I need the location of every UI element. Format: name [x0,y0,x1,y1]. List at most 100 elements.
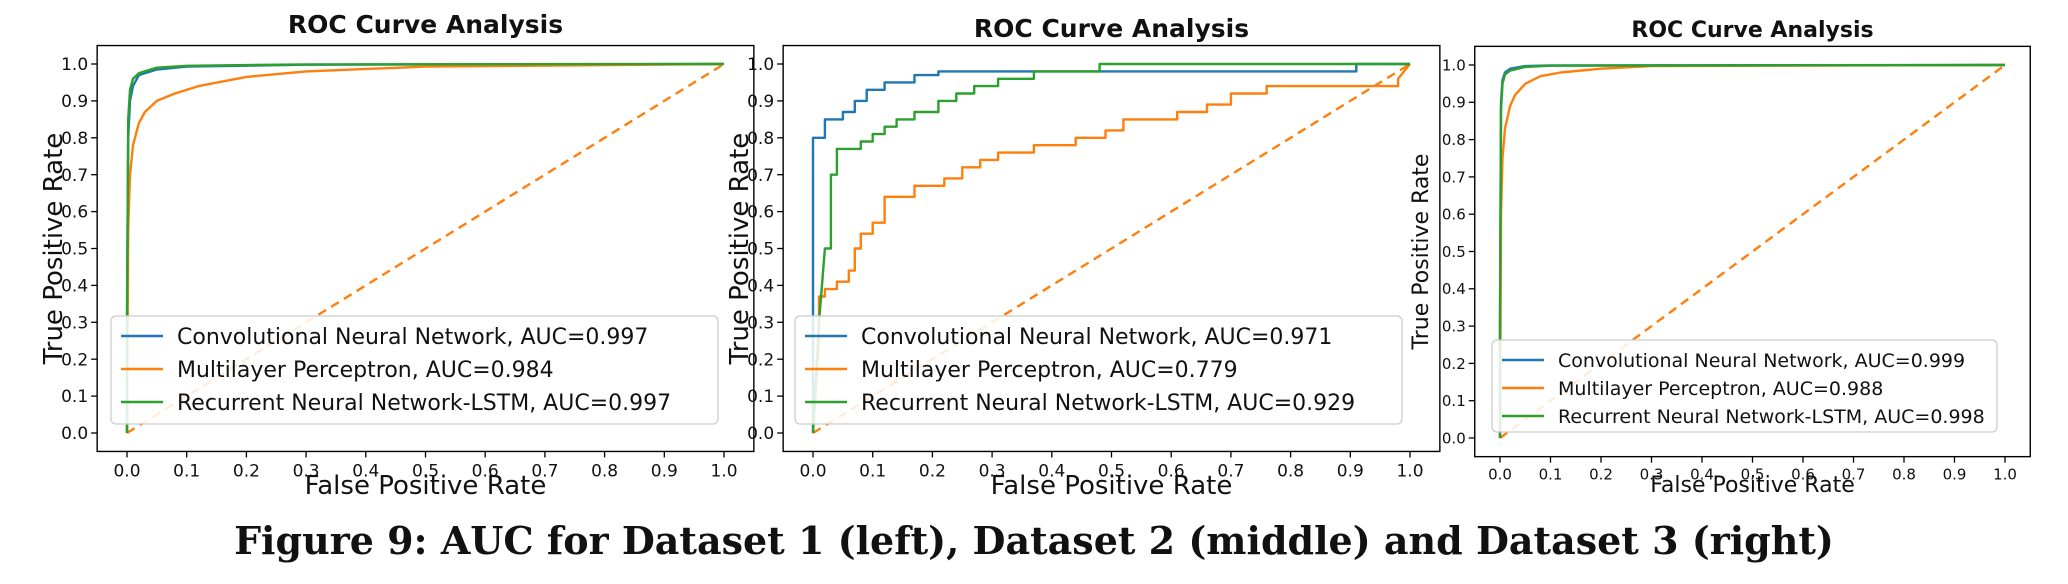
y-tick-label: 0.8 [1442,131,1466,149]
y-tick-label: 0.3 [1442,318,1466,336]
legend-box [794,315,1403,425]
legend-label: Multilayer Perceptron, AUC=0.779 [861,358,1238,383]
roc-series-line [1498,63,2006,438]
x-tick-label: 0.6 [1791,466,1815,484]
legend-label: Convolutional Neural Network, AUC=0.999 [1558,350,1965,372]
legend-label: Multilayer Perceptron, AUC=0.988 [1558,378,1883,400]
y-tick-label: 0.2 [747,350,774,370]
y-tick-label: 1.0 [1442,56,1466,74]
x-tick-label: 0.8 [591,461,618,481]
x-tick-label: 0.1 [1539,466,1563,484]
y-tick-label: 0.2 [61,350,88,370]
roc-series-line [811,63,1411,434]
x-tick-label: 1.0 [710,461,737,481]
x-tick-label: 0.7 [1217,461,1244,481]
y-tick-label: 0.8 [61,129,88,149]
y-tick-label: 0.7 [61,166,88,186]
y-tick-label: 1.0 [61,55,88,75]
y-tick-label: 0.9 [61,92,88,112]
legend: Convolutional Neural Network, AUC=0.997 M… [110,315,719,425]
y-tick-label: 0.3 [747,313,774,333]
legend-label: Convolutional Neural Network, AUC=0.971 [861,325,1332,350]
legend: Convolutional Neural Network, AUC=0.971 M… [794,315,1403,425]
y-tick-label: 0.0 [747,424,774,444]
y-axis-label: True Positive Rate [725,133,755,366]
x-tick-label: 0.2 [1589,466,1613,484]
x-tick-label: 0.4 [1690,466,1714,484]
y-tick-label: 0.6 [747,203,774,223]
roc-chart-1: ROC Curve Analysis 0.0 0.1 0.2 0.3 0.4 0.5 0.6 0… [39,10,755,501]
x-tick-label: 0.3 [979,461,1006,481]
x-tick-label: 0.7 [531,461,558,481]
y-tick-label: 0.0 [61,424,88,444]
y-tick-label: 0.1 [1442,392,1466,410]
x-tick-label: 0.2 [233,461,260,481]
legend: Convolutional Neural Network, AUC=0.999 M… [1491,339,1998,433]
chart-title: ROC Curve Analysis [288,10,563,39]
legend-label: Recurrent Neural Network-LSTM, AUC=0.929 [861,391,1355,416]
roc-series-line [811,62,1410,434]
legend-box [110,315,719,425]
x-tick-label: 0.5 [412,461,439,481]
x-tick-label: 0.8 [1277,461,1304,481]
y-tick-label: 0.4 [61,277,88,297]
y-tick-label: 0.6 [1442,206,1466,224]
y-tick-label: 0.5 [61,240,88,260]
chart-title: ROC Curve Analysis [974,14,1249,43]
y-axis-label: True Positive Rate [39,133,69,366]
y-tick-label: 0.5 [747,240,774,260]
figure-caption: Figure 9: AUC for Dataset 1 (left), Data… [234,518,1834,563]
x-tick-label: 0.9 [651,461,678,481]
x-tick-label: 0.0 [1488,466,1512,484]
x-tick-label: 0.5 [1741,466,1765,484]
roc-series-line [1498,63,2006,439]
x-tick-label: 0.3 [1640,466,1664,484]
y-tick-label: 0.7 [1442,168,1466,186]
x-tick-label: 0.9 [1943,466,1967,484]
y-tick-label: 0.6 [61,203,88,223]
roc-series-line [811,62,1410,433]
x-axis-label: False Positive Rate [305,471,547,501]
legend-label: Convolutional Neural Network, AUC=0.997 [177,325,648,350]
x-tick-label: 0.1 [859,461,886,481]
x-tick-label: 0.7 [1842,466,1866,484]
x-tick-label: 0.5 [1098,461,1125,481]
y-tick-label: 0.9 [1442,94,1466,112]
y-tick-label: 0.0 [1442,429,1466,447]
y-axis-label: True Positive Rate [1409,154,1434,351]
roc-chart-2: ROC Curve Analysis 0.0 0.1 0.2 0.3 0.4 0.5 0.6 0… [725,14,1441,501]
x-axis-label: False Positive Rate [991,471,1233,501]
y-tick-label: 0.9 [747,92,774,112]
x-tick-label: 1.0 [1993,466,2017,484]
x-tick-label: 0.4 [1038,461,1065,481]
roc-series-line [125,62,725,434]
y-tick-label: 0.1 [61,387,88,407]
x-tick-label: 0.4 [352,461,379,481]
y-tick-label: 0.4 [1442,280,1466,298]
roc-chart-3: ROC Curve Analysis 0.0 0.1 0.2 0.3 0.4 0.5 0.6 0… [1409,18,2031,498]
y-tick-label: 0.7 [747,166,774,186]
legend-label: Recurrent Neural Network-LSTM, AUC=0.997 [177,391,671,416]
x-tick-label: 0.2 [919,461,946,481]
x-tick-label: 1.0 [1396,461,1423,481]
y-tick-label: 0.5 [1442,243,1466,261]
chart-title: ROC Curve Analysis [1631,18,1873,43]
roc-series-line [125,62,725,433]
y-tick-label: 0.8 [747,129,774,149]
y-tick-label: 0.1 [747,387,774,407]
legend-label: Multilayer Perceptron, AUC=0.984 [177,358,554,383]
legend-box [1491,339,1998,433]
x-tick-label: 0.6 [472,461,499,481]
x-tick-label: 0.1 [173,461,200,481]
y-tick-label: 0.3 [61,313,88,333]
x-tick-label: 0.6 [1158,461,1185,481]
y-tick-label: 0.2 [1442,355,1466,373]
diagonal-reference-line [812,62,1411,435]
x-axis-label: False Positive Rate [1650,473,1854,498]
x-tick-label: 0.0 [113,461,140,481]
legend-label: Recurrent Neural Network-LSTM, AUC=0.998 [1558,406,1985,428]
x-tick-label: 0.3 [293,461,320,481]
y-tick-label: 1.0 [747,55,774,75]
x-tick-label: 0.0 [799,461,826,481]
